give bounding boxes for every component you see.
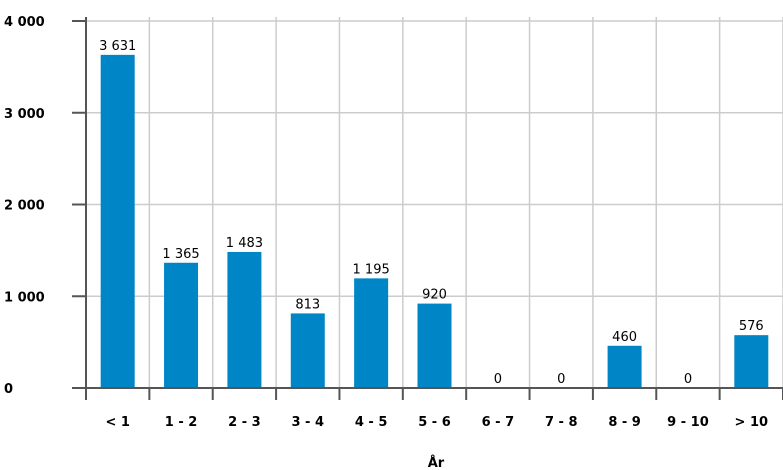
data-label: 813 bbox=[295, 297, 320, 312]
x-tick-label: 6 - 7 bbox=[482, 415, 515, 430]
data-label: 1 365 bbox=[162, 247, 199, 262]
x-tick-label: 9 - 10 bbox=[667, 415, 709, 430]
x-tick-label: < 1 bbox=[105, 415, 129, 430]
bar bbox=[734, 335, 769, 388]
bar bbox=[417, 303, 452, 388]
data-label: 3 631 bbox=[99, 39, 136, 54]
bar bbox=[227, 251, 262, 388]
bar bbox=[100, 54, 135, 389]
x-tick-label: > 10 bbox=[735, 415, 769, 430]
bar bbox=[164, 262, 199, 388]
x-tick-label: 5 - 6 bbox=[418, 415, 451, 430]
x-tick-label: 4 - 5 bbox=[355, 415, 388, 430]
bar bbox=[290, 313, 325, 388]
grid bbox=[86, 17, 783, 388]
y-tick-label: 1 000 bbox=[4, 290, 45, 305]
data-label: 460 bbox=[612, 330, 637, 345]
data-label: 0 bbox=[557, 372, 565, 387]
data-label: 920 bbox=[422, 288, 447, 303]
labels: 0 1 000 2 000 3 000 4 000 3 631 < 1 1 365 1 - 2 1… bbox=[4, 15, 768, 430]
x-axis-label: År bbox=[428, 455, 445, 470]
x-tick-label: 8 - 9 bbox=[608, 415, 641, 430]
y-tick-label: 4 000 bbox=[4, 15, 45, 30]
axes bbox=[72, 17, 783, 400]
data-label: 0 bbox=[494, 372, 502, 387]
bar bbox=[354, 278, 389, 388]
data-label: 576 bbox=[739, 319, 764, 334]
x-tick-label: 2 - 3 bbox=[228, 415, 261, 430]
bar bbox=[607, 345, 642, 388]
x-tick-label: 1 - 2 bbox=[165, 415, 198, 430]
y-tick-label: 2 000 bbox=[4, 199, 45, 214]
data-label: 0 bbox=[684, 372, 692, 387]
bars bbox=[100, 54, 769, 389]
y-tick-label: 3 000 bbox=[4, 107, 45, 122]
x-tick-label: 7 - 8 bbox=[545, 415, 578, 430]
data-label: 1 483 bbox=[226, 236, 263, 251]
y-tick-label: 0 bbox=[4, 382, 13, 397]
x-tick-label: 3 - 4 bbox=[291, 415, 324, 430]
data-label: 1 195 bbox=[353, 262, 390, 277]
